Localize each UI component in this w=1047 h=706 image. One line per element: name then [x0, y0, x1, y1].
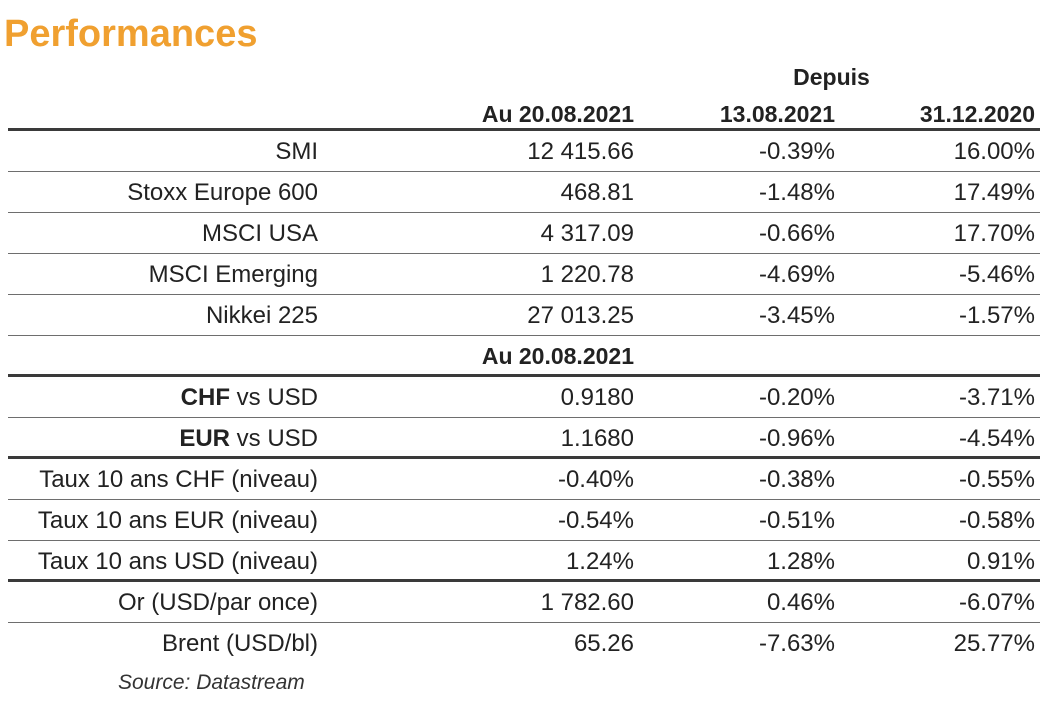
section-rule — [8, 579, 1040, 582]
row-divider — [8, 294, 1040, 295]
table-row: Nikkei 225 27 013.25 -3.45% -1.57% — [8, 295, 1040, 336]
currency-pair-suffix: vs USD — [229, 384, 318, 411]
row-level: 1.24% — [565, 548, 634, 575]
row-label: CHF vs USD — [8, 377, 318, 418]
currency-code: EUR — [179, 425, 230, 452]
header-group-label: Depuis — [793, 64, 870, 90]
row-label: Stoxx Europe 600 — [127, 179, 318, 206]
page-title: Performances — [4, 13, 258, 55]
row-divider — [8, 540, 1040, 541]
row-since-week: -3.45% — [758, 302, 835, 329]
table-row: Taux 10 ans USD (niveau) 1.24% 1.28% 0.9… — [8, 541, 1040, 582]
row-since-year: -6.07% — [958, 589, 1035, 616]
row-level: -0.54% — [557, 507, 634, 534]
row-since-year: 16.00% — [953, 138, 1035, 165]
row-label: Taux 10 ans EUR (niveau) — [37, 507, 318, 534]
table-row: Brent (USD/bl) 65.26 -7.63% 25.77% — [8, 623, 1040, 664]
row-since-week: -0.39% — [758, 138, 835, 165]
row-since-year: 17.70% — [953, 220, 1035, 247]
row-since-year: -1.57% — [958, 302, 1035, 329]
table-row: Taux 10 ans EUR (niveau) -0.54% -0.51% -… — [8, 500, 1040, 541]
row-since-year: -4.54% — [958, 425, 1035, 452]
row-level: 0.9180 — [560, 384, 634, 411]
table-row: MSCI USA 4 317.09 -0.66% 17.70% — [8, 213, 1040, 254]
header-col-week: 13.08.2021 — [719, 101, 835, 127]
row-divider — [8, 417, 1040, 418]
row-label: SMI — [275, 138, 318, 165]
row-since-year: -3.71% — [958, 384, 1035, 411]
row-divider — [8, 499, 1040, 500]
row-label: Nikkei 225 — [205, 302, 318, 329]
table-row: MSCI Emerging 1 220.78 -4.69% -5.46% — [8, 254, 1040, 295]
subheader-date: Au 20.08.2021 — [481, 343, 634, 369]
row-since-year: -0.55% — [958, 466, 1035, 493]
row-since-week: -4.69% — [758, 261, 835, 288]
row-since-week: -1.48% — [758, 179, 835, 206]
row-level: 1.1680 — [560, 425, 634, 452]
row-since-year: 17.49% — [953, 179, 1035, 206]
row-since-week: 0.46% — [766, 589, 835, 616]
row-label: MSCI USA — [201, 220, 318, 247]
table-row: Stoxx Europe 600 468.81 -1.48% 17.49% — [8, 172, 1040, 213]
row-level: 1 782.60 — [540, 589, 634, 616]
table-row: CHF vs USD 0.9180 -0.20% -3.71% — [8, 377, 1040, 418]
row-since-week: -0.66% — [758, 220, 835, 247]
currency-pair-suffix: vs USD — [229, 425, 318, 452]
row-since-year: 0.91% — [966, 548, 1035, 575]
row-label: Taux 10 ans USD (niveau) — [37, 548, 318, 575]
row-divider — [8, 253, 1040, 254]
source-note: Source: Datastream — [118, 671, 305, 694]
row-level: 27 013.25 — [527, 302, 634, 329]
row-level: 4 317.09 — [540, 220, 634, 247]
row-label: EUR vs USD — [8, 418, 318, 459]
row-label: Or (USD/par once) — [117, 589, 318, 616]
table-row: EUR vs USD 1.1680 -0.96% -4.54% — [8, 418, 1040, 459]
currency-code: CHF — [180, 384, 230, 411]
row-level: 468.81 — [560, 179, 634, 206]
row-level: -0.40% — [557, 466, 634, 493]
row-since-week: -0.96% — [758, 425, 835, 452]
row-since-week: -0.38% — [758, 466, 835, 493]
row-label: Brent (USD/bl) — [161, 630, 318, 657]
row-divider — [8, 622, 1040, 623]
row-divider — [8, 171, 1040, 172]
row-level: 12 415.66 — [527, 138, 634, 165]
header-col-date: Au 20.08.2021 — [481, 101, 634, 127]
row-since-year: 25.77% — [953, 630, 1035, 657]
table-row: SMI 12 415.66 -0.39% 16.00% — [8, 131, 1040, 172]
row-divider — [8, 335, 1040, 336]
table-row: Or (USD/par once) 1 782.60 0.46% -6.07% — [8, 582, 1040, 623]
section-rule — [8, 374, 1040, 377]
row-since-week: 1.28% — [766, 548, 835, 575]
row-since-year: -0.58% — [958, 507, 1035, 534]
row-since-week: -7.63% — [758, 630, 835, 657]
row-since-week: -0.51% — [758, 507, 835, 534]
header-col-year: 31.12.2020 — [919, 101, 1035, 127]
row-divider — [8, 212, 1040, 213]
row-since-week: -0.20% — [758, 384, 835, 411]
row-level: 65.26 — [573, 630, 634, 657]
table-row: Taux 10 ans CHF (niveau) -0.40% -0.38% -… — [8, 459, 1040, 500]
table-subheader-row: Au 20.08.2021 — [8, 336, 1040, 377]
row-since-year: -5.46% — [958, 261, 1035, 288]
row-label: Taux 10 ans CHF (niveau) — [39, 466, 318, 493]
row-label: MSCI Emerging — [148, 261, 318, 288]
row-level: 1 220.78 — [540, 261, 634, 288]
table-top-rule — [8, 128, 1040, 131]
performance-table: SMI 12 415.66 -0.39% 16.00% Stoxx Europe… — [8, 128, 1040, 664]
section-rule — [8, 456, 1040, 459]
